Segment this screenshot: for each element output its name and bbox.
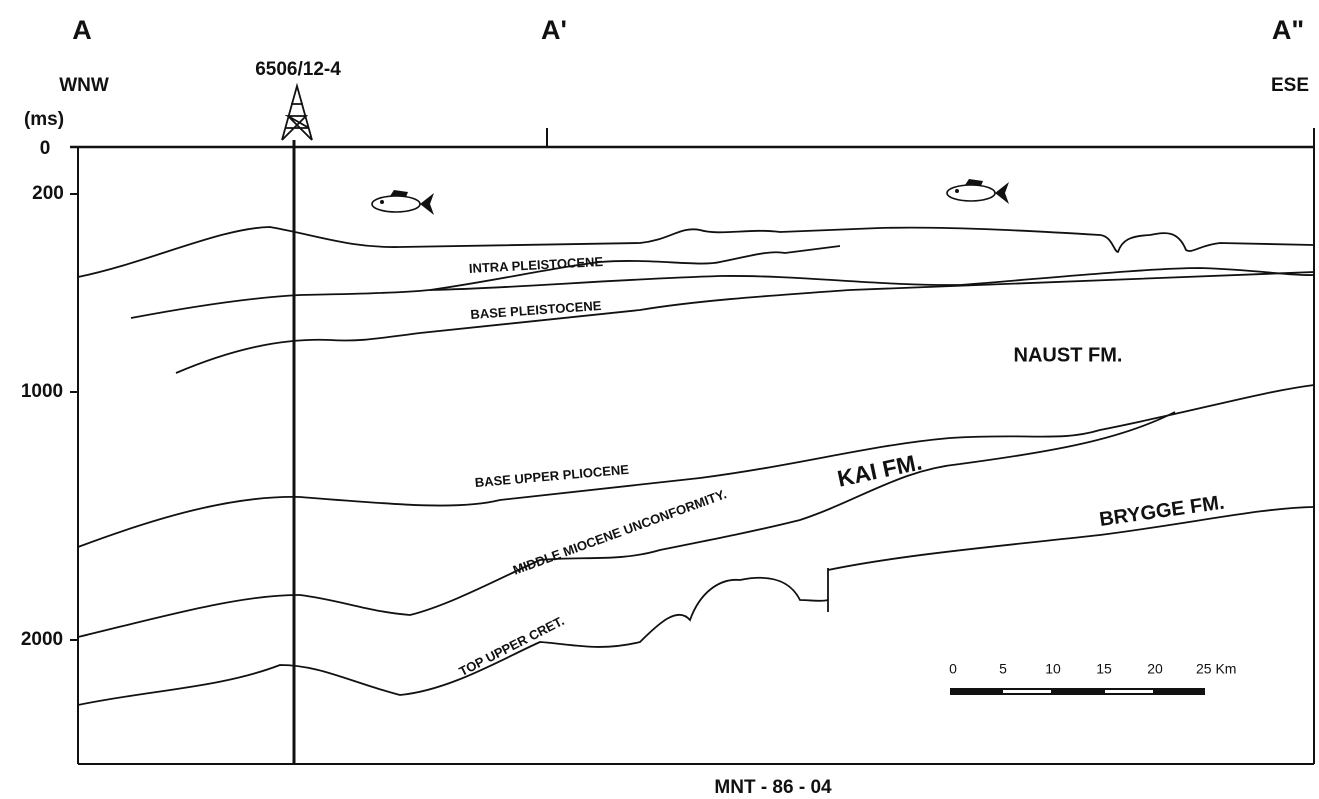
axis-tick-label: 0: [40, 138, 51, 159]
horizon-label: BASE PLEISTOCENE: [470, 298, 602, 322]
axis-tick-label: 1000: [21, 381, 63, 402]
well: [282, 86, 312, 764]
scale-label: 10: [1045, 661, 1061, 677]
frame: [70, 128, 1314, 764]
line-id: MNT - 86 - 04: [714, 777, 832, 798]
horizon-label: BASE UPPER PLIOCENE: [474, 462, 630, 490]
scale-label: 25 Km: [1196, 661, 1236, 677]
horizons: [78, 227, 1314, 705]
axis-tick-label: 2000: [21, 629, 63, 650]
section-label: A: [72, 15, 92, 45]
fish-icon: [372, 190, 434, 215]
cross-section: A A' A" WNW ESE 6506/12-4 (ms) 0 200 100…: [0, 0, 1319, 799]
scale-label: 20: [1147, 661, 1163, 677]
scale-bar: [950, 688, 1205, 695]
formation-label: NAUST FM.: [1014, 344, 1123, 366]
fish-icon: [947, 179, 1009, 204]
scale-label: 15: [1096, 661, 1112, 677]
direction: ESE: [1271, 75, 1309, 96]
formation-label: KAI FM.: [835, 449, 924, 492]
scale-label: 0: [949, 661, 957, 677]
section-label: A': [541, 15, 567, 45]
axis-tick-label: 200: [32, 183, 64, 204]
horizon-label: TOP UPPER CRET.: [457, 613, 567, 679]
direction: WNW: [59, 75, 109, 96]
section-label: A": [1272, 15, 1304, 45]
scale-label: 5: [999, 661, 1007, 677]
well-name: 6506/12-4: [255, 59, 341, 80]
axis-unit: (ms): [24, 109, 64, 130]
horizon-label: MIDDLE MIOCENE UNCONFORMITY.: [511, 486, 729, 577]
formation-label: BRYGGE FM.: [1098, 492, 1226, 531]
